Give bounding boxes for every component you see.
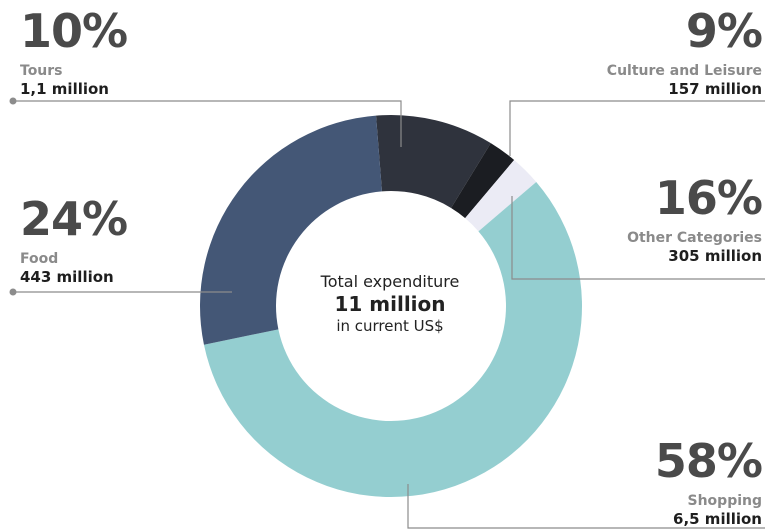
food-percent: 24%: [20, 192, 128, 246]
tours-leader-line: [13, 100, 402, 147]
shopping-percent: 58%: [654, 434, 763, 488]
center-line-3: in current US$: [336, 317, 444, 335]
culture-category: Culture and Leisure: [606, 63, 762, 79]
slice-tours: [376, 115, 491, 208]
center-label: Total expenditure 11 million in current …: [290, 272, 490, 337]
center-line-1: Total expenditure: [320, 272, 460, 291]
tours-amount: 1,1 million: [20, 79, 109, 98]
food-category: Food: [20, 251, 59, 267]
label-culture: 9% Culture and Leisure 157 million: [606, 4, 763, 98]
tours-percent: 10%: [20, 4, 128, 58]
donut-slices: [200, 115, 583, 498]
other-category: Other Categories: [627, 230, 762, 246]
food-amount: 443 million: [20, 267, 114, 286]
shopping-category: Shopping: [687, 493, 763, 509]
tours-category: Tours: [20, 63, 63, 79]
slice-other-categories: [465, 159, 537, 232]
other-leader-line: [511, 196, 765, 280]
culture-amount: 157 million: [668, 79, 762, 98]
culture-percent: 9%: [685, 4, 763, 58]
label-food: 24% Food 443 million: [20, 192, 128, 286]
culture-leader-line: [509, 100, 765, 156]
shopping-amount: 6,5 million: [673, 509, 762, 528]
label-other: 16% Other Categories 305 million: [627, 171, 763, 265]
label-tours: 10% Tours 1,1 million: [20, 4, 128, 98]
label-shopping: 58% Shopping 6,5 million: [654, 434, 763, 528]
leader-lines: [9, 97, 765, 529]
slice-culture-and-leisure: [451, 143, 515, 219]
shopping-leader-line: [407, 484, 765, 529]
slice-shopping: [203, 181, 583, 498]
slice-food: [200, 115, 382, 345]
other-amount: 305 million: [668, 246, 762, 265]
center-line-2: 11 million: [334, 292, 446, 316]
other-percent: 16%: [654, 171, 763, 225]
